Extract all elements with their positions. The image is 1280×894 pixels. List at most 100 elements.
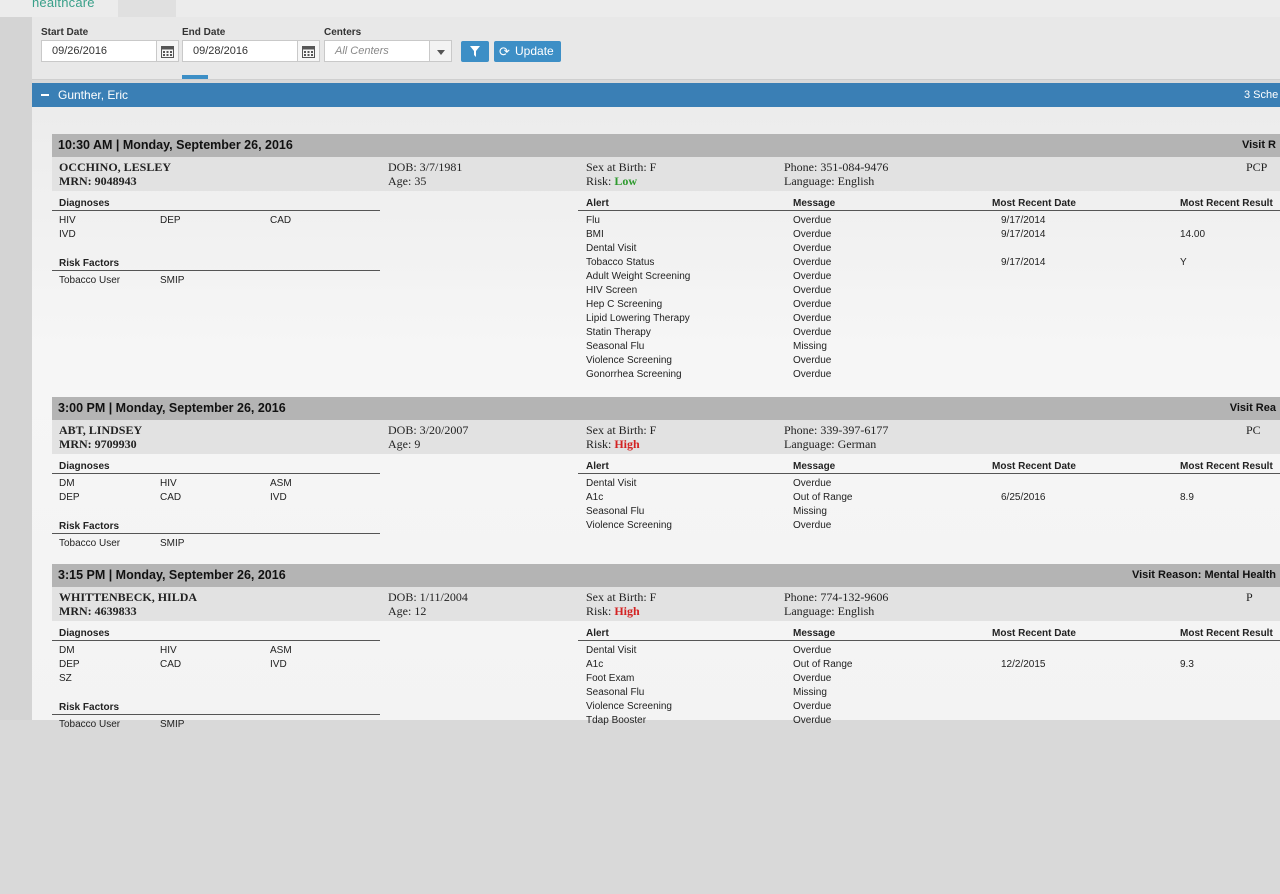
alert-name[interactable]: Violence Screening: [586, 355, 672, 366]
diagnosis-code: DM: [59, 478, 75, 489]
provider-header[interactable]: Gunther, Eric 3 Sche: [32, 83, 1280, 107]
divider: [578, 473, 1280, 474]
visit-reason: Visit R: [1241, 139, 1276, 151]
alert-name[interactable]: Statin Therapy: [586, 327, 651, 338]
alert-name[interactable]: BMI: [586, 229, 604, 240]
patient-risk: Risk: High: [586, 604, 640, 619]
diagnosis-code: IVD: [270, 492, 287, 503]
alert-message: Missing: [793, 687, 827, 698]
diagnosis-code: DEP: [59, 659, 80, 670]
appointment-header[interactable]: 3:00 PM | Monday, September 26, 2016 Visi…: [52, 397, 1280, 420]
risk-factor: SMIP: [160, 719, 185, 730]
alert-message: Overdue: [793, 715, 832, 726]
alert-name[interactable]: Dental Visit: [586, 645, 637, 656]
diagnosis-code: HIV: [160, 645, 177, 656]
recent-result-column-header: Most Recent Result: [1180, 461, 1273, 472]
centers-select[interactable]: All Centers: [324, 40, 430, 62]
start-date-calendar-icon[interactable]: [157, 40, 179, 62]
appointment-card: 3:00 PM | Monday, September 26, 2016 Visi…: [52, 397, 1280, 727]
start-date-input[interactable]: 09/26/2016: [41, 40, 157, 62]
end-date-calendar-icon[interactable]: [298, 40, 320, 62]
diagnosis-code: ASM: [270, 645, 292, 656]
diagnosis-code: DEP: [59, 492, 80, 503]
risk-label: Risk:: [586, 604, 615, 618]
appointment-header[interactable]: 3:15 PM | Monday, September 26, 2016 Visi…: [52, 564, 1280, 587]
filter-button[interactable]: [461, 41, 489, 62]
diagnosis-code: ASM: [270, 478, 292, 489]
alert-date: 12/2/2015: [1001, 659, 1046, 670]
alert-name[interactable]: Tdap Booster: [586, 715, 647, 726]
diagnoses-heading: Diagnoses: [59, 198, 110, 209]
alert-name[interactable]: A1c: [586, 492, 604, 503]
alert-name[interactable]: A1c: [586, 659, 604, 670]
patient-name[interactable]: ABT, LINDSEY: [59, 423, 143, 437]
centers-dropdown-chevron-down-icon[interactable]: [430, 40, 452, 62]
appointment-card: 3:15 PM | Monday, September 26, 2016 Visi…: [52, 564, 1280, 894]
alert-name[interactable]: Gonorrhea Screening: [586, 369, 682, 380]
patient-name[interactable]: WHITTENBECK, HILDA: [59, 590, 198, 604]
patient-phone: Phone: 774-132-9606: [784, 590, 889, 604]
refresh-icon: ⟳: [499, 44, 510, 59]
alert-name[interactable]: Hep C Screening: [586, 299, 663, 310]
update-button[interactable]: ⟳ Update: [494, 41, 561, 62]
patient-language: Language: German: [784, 437, 877, 451]
end-date-input[interactable]: 09/28/2016: [182, 40, 298, 62]
risk-factors-heading: Risk Factors: [59, 702, 120, 713]
alert-message: Overdue: [793, 369, 832, 380]
alert-name[interactable]: Dental Visit: [586, 478, 637, 489]
alert-message: Overdue: [793, 701, 832, 712]
recent-date-column-header: Most Recent Date: [992, 198, 1076, 209]
patient-age: Age: 9: [388, 437, 421, 451]
alert-message: Overdue: [793, 285, 832, 296]
alert-name[interactable]: Violence Screening: [586, 701, 672, 712]
alert-message: Overdue: [793, 215, 832, 226]
header-tab[interactable]: [118, 0, 176, 17]
message-column-header: Message: [793, 461, 836, 472]
alert-name[interactable]: Tobacco Status: [586, 257, 655, 268]
diagnosis-code: HIV: [59, 215, 76, 226]
alert-name[interactable]: Seasonal Flu: [586, 341, 645, 352]
appointment-header[interactable]: 10:30 AM | Monday, September 26, 2016 Vis…: [52, 134, 1280, 157]
divider: [52, 714, 380, 715]
alert-message: Overdue: [793, 271, 832, 282]
alert-name[interactable]: Foot Exam: [586, 673, 635, 684]
diagnosis-code: CAD: [160, 492, 182, 503]
appointment-time: 10:30 AM | Monday, September 26, 2016: [58, 138, 293, 152]
provider-name: Gunther, Eric: [58, 88, 129, 102]
recent-date-column-header: Most Recent Date: [992, 628, 1076, 639]
alert-message: Overdue: [793, 299, 832, 310]
alert-date: 9/17/2014: [1001, 215, 1046, 226]
alert-result: Y: [1180, 257, 1187, 268]
alert-message: Overdue: [793, 355, 832, 366]
alert-name[interactable]: Dental Visit: [586, 243, 637, 254]
alert-date: 9/17/2014: [1001, 257, 1046, 268]
alert-name[interactable]: Lipid Lowering Therapy: [586, 313, 690, 324]
start-date-label: Start Date: [41, 27, 89, 38]
risk-badge: High: [614, 437, 640, 451]
visit-reason: Visit Reason: Mental Health: [1131, 569, 1276, 581]
alert-name[interactable]: Adult Weight Screening: [586, 271, 691, 282]
patient-pcp: P: [1246, 590, 1253, 604]
risk-factor: SMIP: [160, 538, 185, 549]
risk-label: Risk:: [586, 437, 615, 451]
alert-name[interactable]: Flu: [586, 215, 600, 226]
collapse-minus-icon[interactable]: [41, 94, 49, 96]
alert-name[interactable]: Seasonal Flu: [586, 687, 645, 698]
diagnosis-code: CAD: [270, 215, 292, 226]
message-column-header: Message: [793, 198, 836, 209]
brand-logo[interactable]: healthcare: [32, 0, 95, 10]
divider: [52, 533, 380, 534]
end-date-label: End Date: [182, 27, 226, 38]
alert-date: 9/17/2014: [1001, 229, 1046, 240]
alert-name[interactable]: Violence Screening: [586, 520, 672, 531]
patient-info: OCCHINO, LESLEY MRN: 9048943 DOB: 3/7/1981…: [52, 157, 1280, 191]
diagnosis-code: SZ: [59, 673, 72, 684]
risk-factor: Tobacco User: [59, 538, 121, 549]
divider: [52, 270, 380, 271]
recent-date-column-header: Most Recent Date: [992, 461, 1076, 472]
alert-name[interactable]: Seasonal Flu: [586, 506, 645, 517]
patient-name[interactable]: OCCHINO, LESLEY: [59, 160, 172, 174]
diagnosis-code: DM: [59, 645, 75, 656]
risk-factor: SMIP: [160, 275, 185, 286]
alert-name[interactable]: HIV Screen: [586, 285, 638, 296]
